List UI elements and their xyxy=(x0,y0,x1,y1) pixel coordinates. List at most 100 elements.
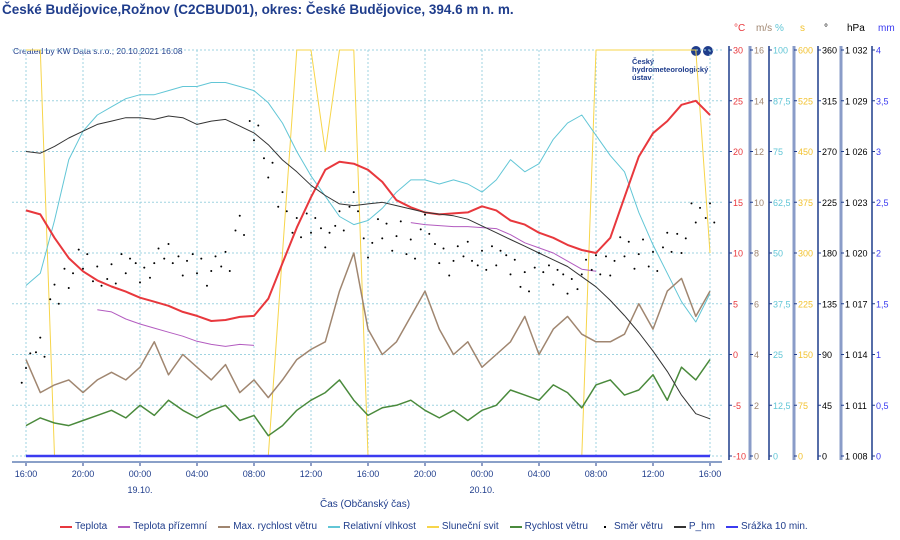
x-tick-label: 16:00 xyxy=(699,469,722,479)
legend-label: Teplota přízemní xyxy=(133,521,208,532)
x-axis-title: Čas (Občanský čas) xyxy=(320,499,411,510)
wind-direction-dot xyxy=(570,277,573,280)
series-rychlost-v-tru xyxy=(25,359,711,437)
wind-direction-dot xyxy=(228,270,231,273)
wind-direction-dot xyxy=(43,355,46,358)
wind-direction-dot xyxy=(57,302,60,305)
wind-direction-dot xyxy=(694,221,697,224)
wind-direction-dot xyxy=(690,202,693,205)
wind-direction-dot xyxy=(334,224,337,227)
wind-direction-dot xyxy=(704,217,707,220)
wind-direction-dot xyxy=(362,237,365,240)
wind-direction-dot xyxy=(163,257,166,260)
axis-tick-label-rain: 0,5 xyxy=(876,401,889,411)
axis-tick-label-rh: 0 xyxy=(773,452,778,462)
legend-item[interactable]: P_hm xyxy=(673,521,715,532)
legend-item[interactable]: Teplota přízemní xyxy=(118,521,207,532)
wind-direction-dot xyxy=(328,231,331,234)
wind-direction-dot xyxy=(186,259,189,262)
wind-direction-dot xyxy=(153,262,156,265)
wind-direction-dot xyxy=(148,276,151,279)
axis-tick-label-p: 1 023 xyxy=(845,198,868,208)
x-tick-label: 12:00 xyxy=(642,469,665,479)
wind-direction-dot xyxy=(566,292,569,295)
axis-tick-label-rh: 37,5 xyxy=(773,299,791,309)
wind-direction-dot xyxy=(448,274,451,277)
wind-direction-dot xyxy=(599,273,602,276)
wind-direction-dot xyxy=(438,262,441,265)
wind-direction-dot xyxy=(106,277,109,280)
legend-item[interactable]: Směr větru xyxy=(599,521,663,532)
wind-direction-dot xyxy=(462,255,465,258)
wind-direction-dot xyxy=(114,282,117,285)
wind-direction-dot xyxy=(709,202,711,205)
wind-direction-dot xyxy=(385,222,388,225)
axis-tick-label-temp: 30 xyxy=(733,46,743,56)
wind-direction-dot xyxy=(547,264,550,267)
wind-direction-dot xyxy=(613,259,616,262)
x-tick-label: 16:00 xyxy=(357,469,380,479)
legend-item[interactable]: Relativní vlhkost xyxy=(328,521,416,532)
wind-direction-dot xyxy=(409,238,412,241)
date-label: 19.10. xyxy=(127,485,152,495)
wind-direction-dot xyxy=(82,267,84,270)
wind-direction-dot xyxy=(96,265,99,268)
axis-tick-label-p: 1 032 xyxy=(845,46,868,56)
date-label: 20.10. xyxy=(469,485,494,495)
axis-tick-label-sun: 600 xyxy=(798,46,813,56)
wind-direction-dot xyxy=(452,259,455,262)
series-relativn-vlhkost xyxy=(25,82,711,323)
legend-item[interactable]: Srážka 10 min. xyxy=(726,521,808,532)
axis-tick-label-dir: 135 xyxy=(822,299,837,309)
legend-item[interactable]: Rychlost větru xyxy=(509,521,588,532)
wind-direction-dot xyxy=(552,283,555,286)
wind-direction-dot xyxy=(391,249,394,252)
axis-tick-label-p: 1 029 xyxy=(845,96,868,106)
axis-unit-dir: ° xyxy=(824,23,828,34)
legend-swatch xyxy=(509,525,522,528)
axis-tick-label-temp: -10 xyxy=(733,452,746,462)
axis-tick-label-wind: 0 xyxy=(754,452,759,462)
series-teplota xyxy=(25,99,711,322)
wind-direction-dot xyxy=(419,228,422,231)
axis-tick-label-rh: 100 xyxy=(773,46,788,56)
wind-direction-dot xyxy=(91,280,94,283)
axis-tick-label-dir: 180 xyxy=(822,249,837,259)
wind-direction-dot xyxy=(295,217,298,220)
axis-tick-label-sun: 75 xyxy=(798,401,808,411)
wind-direction-dot xyxy=(196,272,198,275)
x-tick-label: 04:00 xyxy=(186,469,209,479)
wind-direction-dot xyxy=(181,274,184,277)
axis-tick-label-sun: 225 xyxy=(798,299,813,309)
wind-direction-dot xyxy=(352,191,355,194)
axis-tick-label-wind: 4 xyxy=(754,350,759,360)
wind-direction-dot xyxy=(609,274,612,277)
legend-item[interactable]: Teplota xyxy=(60,521,107,532)
axis-tick-label-rain: 1 xyxy=(876,350,881,360)
axis-tick-label-rain: 2,5 xyxy=(876,198,889,208)
axis-unit-temp: °C xyxy=(734,23,745,34)
wind-direction-dot xyxy=(262,157,265,160)
axis-tick-label-rh: 25 xyxy=(773,350,783,360)
wind-direction-dot xyxy=(157,247,160,250)
legend-swatch xyxy=(673,525,686,528)
axis-tick-label-p: 1 014 xyxy=(845,350,868,360)
wind-direction-dot xyxy=(49,298,52,301)
axis-tick-label-rh: 87,5 xyxy=(773,96,791,106)
axis-tick-label-sun: 525 xyxy=(798,96,813,106)
wind-direction-dot xyxy=(129,257,132,260)
legend-item[interactable]: Sluneční svit xyxy=(426,521,499,532)
wind-direction-dot xyxy=(120,253,123,256)
wind-direction-dot xyxy=(72,272,75,275)
axis-tick-label-temp: 25 xyxy=(733,96,743,106)
legend-swatch xyxy=(118,525,131,528)
wind-direction-dot xyxy=(414,257,417,260)
wind-direction-dot xyxy=(224,250,227,253)
axis-tick-label-dir: 225 xyxy=(822,198,837,208)
wind-direction-dot xyxy=(381,237,384,240)
wind-direction-dot xyxy=(456,245,459,248)
legend-label: Relativní vlhkost xyxy=(343,521,416,532)
legend-label: Max. rychlost větru xyxy=(233,521,318,532)
legend-item[interactable]: Max. rychlost větru xyxy=(218,521,317,532)
